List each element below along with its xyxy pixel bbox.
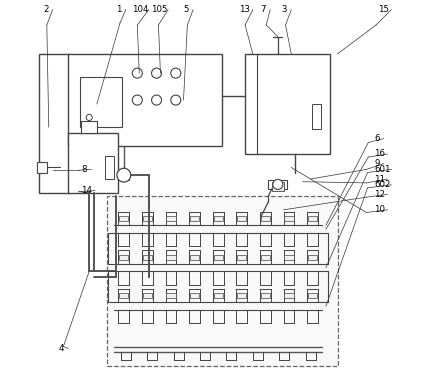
Bar <box>261 293 270 298</box>
Circle shape <box>86 114 92 121</box>
Text: 8: 8 <box>82 165 87 174</box>
Bar <box>68 133 118 192</box>
Bar <box>237 255 246 259</box>
Text: 14: 14 <box>82 186 92 195</box>
Bar <box>190 255 199 259</box>
Bar <box>308 216 317 221</box>
Bar <box>143 216 152 221</box>
Circle shape <box>273 179 283 189</box>
Bar <box>119 255 128 259</box>
Bar <box>261 255 270 259</box>
Bar <box>79 77 122 127</box>
Bar <box>237 293 246 298</box>
Bar <box>284 293 293 298</box>
Bar <box>82 121 97 133</box>
Text: 12: 12 <box>374 190 385 199</box>
Bar <box>214 216 223 221</box>
Bar <box>119 216 128 221</box>
Bar <box>272 182 284 191</box>
Bar <box>214 255 223 259</box>
Bar <box>245 54 330 154</box>
Bar <box>166 216 176 221</box>
Text: 602: 602 <box>374 180 391 189</box>
Bar <box>68 54 222 146</box>
Bar <box>308 255 317 259</box>
Bar <box>143 293 152 298</box>
Bar <box>313 104 321 129</box>
Text: 11: 11 <box>374 174 385 184</box>
Text: 3: 3 <box>281 5 287 14</box>
Text: 5: 5 <box>183 5 189 14</box>
Bar <box>190 216 199 221</box>
Bar <box>190 293 199 298</box>
Bar <box>105 156 114 179</box>
Circle shape <box>151 95 162 105</box>
Text: 16: 16 <box>374 149 385 159</box>
Bar <box>308 293 317 298</box>
Text: 4: 4 <box>58 344 64 353</box>
Bar <box>143 255 152 259</box>
Bar <box>166 293 176 298</box>
Circle shape <box>132 68 143 78</box>
Circle shape <box>171 95 181 105</box>
Bar <box>284 255 293 259</box>
Circle shape <box>151 68 162 78</box>
Text: 6: 6 <box>374 134 380 143</box>
Bar <box>37 162 47 173</box>
Bar <box>39 54 70 192</box>
Bar <box>107 196 337 366</box>
Circle shape <box>117 168 131 182</box>
Text: 1: 1 <box>116 5 122 14</box>
Bar <box>166 255 176 259</box>
Bar <box>261 216 270 221</box>
Bar <box>214 293 223 298</box>
Bar <box>119 293 128 298</box>
Bar <box>268 180 287 189</box>
Text: 601: 601 <box>374 165 391 174</box>
Text: 105: 105 <box>151 5 167 14</box>
Bar <box>237 216 246 221</box>
Text: 9: 9 <box>374 159 380 168</box>
Text: 13: 13 <box>239 5 250 14</box>
Text: 2: 2 <box>43 5 48 14</box>
Bar <box>284 216 293 221</box>
Circle shape <box>132 95 143 105</box>
Text: 104: 104 <box>131 5 148 14</box>
Text: 15: 15 <box>378 5 389 14</box>
Circle shape <box>171 68 181 78</box>
Text: 7: 7 <box>261 5 266 14</box>
Bar <box>119 171 129 180</box>
Text: 10: 10 <box>374 205 385 214</box>
